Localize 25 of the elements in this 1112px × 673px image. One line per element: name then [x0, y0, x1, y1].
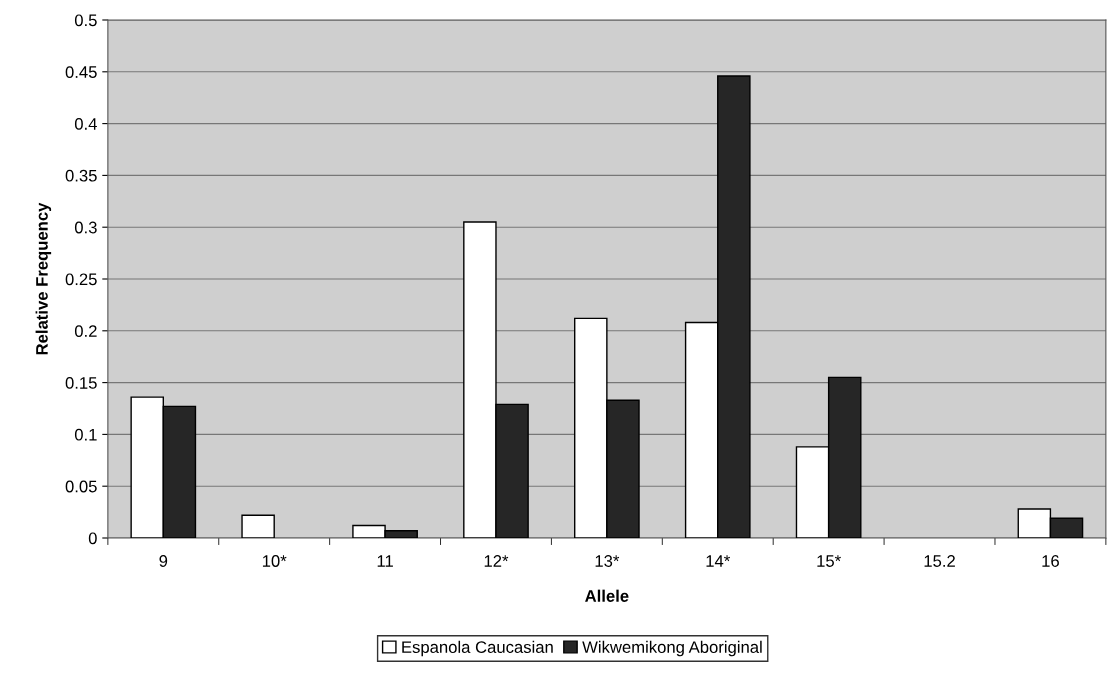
y-tick-label: 0.3	[74, 221, 97, 234]
legend-label: Espanola Caucasian	[402, 640, 553, 657]
y-tick-label: 0.2	[74, 325, 97, 337]
x-axis-title: Allele	[585, 589, 629, 602]
x-tick-label: 12*	[484, 555, 509, 567]
y-tick-label: 0.45	[65, 66, 97, 78]
bar	[241, 514, 275, 538]
y-tick-label: 0	[88, 532, 97, 545]
x-tick-label: 15.2	[924, 555, 955, 567]
x-tick-label: 13*	[595, 555, 620, 567]
x-tick-label: 16	[1042, 555, 1059, 567]
y-tick-label: 0.1	[74, 428, 97, 441]
legend-label: Wikwemikong Aboriginal	[582, 640, 762, 657]
x-tick-label: 11	[377, 555, 393, 567]
y-tick-label: 0.35	[65, 169, 97, 182]
y-tick-label: 0.25	[65, 273, 97, 286]
y-tick-label: 0.05	[65, 480, 97, 493]
y-tick-label: 0.4	[74, 118, 97, 130]
x-tick-label: 10*	[262, 555, 287, 567]
y-tick-label: 0.5	[74, 14, 97, 27]
y-axis-title: Relative Frequency	[35, 202, 52, 355]
x-tick-label: 15*	[817, 555, 841, 567]
x-tick-label: 9	[159, 555, 168, 567]
y-tick-label: 0.15	[65, 377, 97, 389]
x-tick-label: 14*	[706, 555, 731, 567]
